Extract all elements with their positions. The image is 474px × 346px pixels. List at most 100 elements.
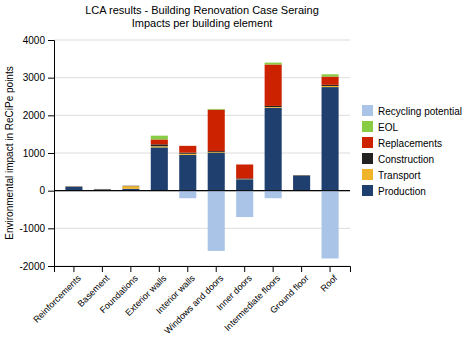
bar: [208, 151, 225, 152]
y-tick: 1000: [23, 148, 54, 159]
chart: -2000 -1000 0 1000 2000 3000 4000 Reinforcement…: [0, 0, 474, 346]
zero-line: [54, 190, 350, 191]
bar: [122, 185, 139, 186]
y-tick-label: 2000: [23, 110, 46, 121]
bar: [151, 139, 168, 144]
bar: [236, 179, 253, 180]
bar: [265, 63, 282, 65]
y-tick: 2000: [23, 110, 54, 121]
bar: [179, 154, 196, 155]
bar-series: [151, 63, 339, 140]
bar: [122, 185, 139, 186]
x-tick-mark: [73, 266, 74, 272]
bar: [265, 64, 282, 105]
grid-line: [54, 77, 350, 78]
bar: [265, 191, 282, 199]
bar: [179, 155, 196, 191]
bar: [293, 175, 310, 176]
y-tick: 4000: [23, 35, 54, 46]
legend: Recycling potential EOL Replacements Constr…: [362, 105, 462, 197]
y-axis-title: Environmental impact in ReCiPe points: [4, 66, 15, 239]
x-tick-mark: [330, 266, 331, 272]
legend-item: Production: [362, 185, 426, 197]
x-tick: Windows and doors: [162, 266, 225, 336]
y-tick: -1000: [19, 223, 54, 234]
y-tick: -2000: [19, 261, 54, 272]
bar: [65, 186, 82, 187]
bar: [208, 152, 225, 154]
bar: [322, 85, 339, 86]
grid: [54, 40, 350, 266]
x-tick-mark: [301, 266, 302, 272]
x-tick-mark: [130, 266, 131, 272]
bar: [293, 175, 310, 176]
y-tick-mark: [48, 153, 54, 154]
zero-line: [54, 190, 350, 191]
grid-line: [54, 115, 350, 116]
bar: [179, 145, 196, 146]
bar: [208, 153, 225, 191]
bar: [151, 135, 168, 136]
x-axis: ReinforcementsBasementFoundationsExterio…: [31, 266, 350, 336]
x-tick-mark: [273, 266, 274, 272]
y-tick: 0: [39, 185, 54, 196]
y-tick-label: 0: [39, 185, 45, 196]
legend-swatch: [362, 185, 373, 196]
bar: [65, 187, 82, 191]
bar: [151, 146, 168, 147]
bar: [65, 186, 82, 187]
bar: [208, 110, 225, 151]
legend-item: Construction: [362, 153, 434, 165]
grid-line: [54, 153, 350, 154]
bar: [94, 188, 111, 189]
x-tick-mark: [216, 266, 217, 272]
bar: [322, 87, 339, 191]
bar: [265, 108, 282, 191]
x-tick-label: Reinforcements: [31, 273, 83, 325]
y-axis: -2000 -1000 0 1000 2000 3000 4000: [19, 35, 54, 272]
bar-series: [65, 85, 338, 190]
legend-item: Transport: [362, 169, 421, 181]
bar: [236, 179, 253, 190]
bar-series: [65, 86, 338, 190]
y-tick-mark: [48, 78, 54, 79]
legend-label: Transport: [378, 170, 421, 181]
legend-swatch: [362, 169, 373, 180]
y-tick: 3000: [23, 72, 54, 83]
bar-series: [151, 64, 339, 178]
title-line: LCA results - Building Renovation Case S…: [85, 4, 319, 16]
bar: [265, 106, 282, 107]
y-tick-label: -1000: [19, 223, 45, 234]
bar: [65, 186, 82, 187]
legend-item: Replacements: [362, 137, 442, 149]
legend-swatch: [362, 153, 373, 164]
bar: [236, 164, 253, 178]
plot: -2000 -1000 0 1000 2000 3000 4000 Reinforcement…: [19, 35, 350, 336]
legend-item: Recycling potential: [362, 105, 462, 117]
x-tick: Ground floor: [268, 266, 310, 316]
bar: [293, 175, 310, 176]
legend-swatch: [362, 105, 373, 116]
y-axis-line: [48, 41, 55, 267]
x-tick-mark: [159, 266, 160, 272]
bar: [151, 136, 168, 140]
bar: [94, 188, 111, 189]
x-tick-label: Ground floor: [268, 273, 310, 315]
bar: [293, 175, 310, 176]
bar: [208, 108, 225, 110]
x-tick-mark: [187, 266, 188, 272]
bar: [179, 146, 196, 153]
bar: [179, 191, 196, 199]
legend-label: EOL: [378, 122, 398, 133]
y-tick-label: 3000: [23, 72, 46, 83]
y-tick-mark: [48, 40, 54, 41]
grid-line: [54, 40, 350, 41]
x-axis-line: [55, 267, 351, 273]
title: LCA results - Building Renovation Case S…: [85, 4, 319, 29]
y-tick-mark: [48, 228, 54, 229]
bar: [122, 185, 139, 186]
bar-series: [179, 191, 338, 259]
legend-label: Recycling potential: [378, 106, 462, 117]
y-tick-label: 1000: [23, 148, 46, 159]
bar: [122, 185, 139, 186]
